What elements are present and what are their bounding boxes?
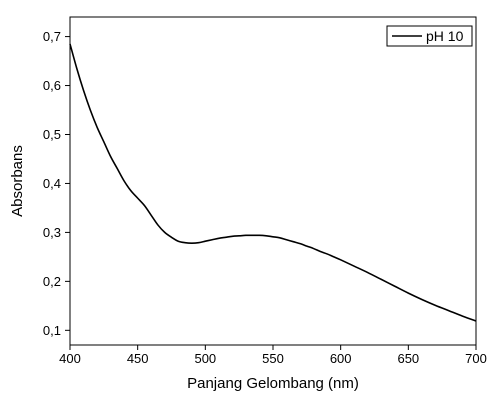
legend: pH 10 xyxy=(386,25,473,47)
y-tick-label: 0,2 xyxy=(43,274,61,289)
y-tick-label: 0,1 xyxy=(43,323,61,338)
legend-box xyxy=(386,25,473,47)
x-tick-label: 650 xyxy=(397,351,419,366)
y-tick-label: 0,6 xyxy=(43,78,61,93)
x-tick-label: 500 xyxy=(194,351,216,366)
y-tick-label: 0,4 xyxy=(43,176,61,191)
y-axis-label: Absorbans xyxy=(9,145,26,217)
x-tick-label: 600 xyxy=(330,351,352,366)
legend-label: pH 10 xyxy=(426,28,464,44)
y-tick-label: 0,7 xyxy=(43,29,61,44)
x-tick-label: 400 xyxy=(59,351,81,366)
x-axis-ticks: 400 450 500 550 600 650 700 xyxy=(59,345,487,366)
x-tick-label: 450 xyxy=(127,351,149,366)
y-tick-label: 0,3 xyxy=(43,225,61,240)
y-axis-ticks: 0,1 0,2 0,3 0,4 0,5 0,6 0,7 xyxy=(43,29,70,338)
x-tick-label: 700 xyxy=(465,351,487,366)
y-tick-label: 0,5 xyxy=(43,127,61,142)
x-axis-label: Panjang Gelombang (nm) xyxy=(187,375,359,392)
series-line-ph-10 xyxy=(69,43,477,322)
x-tick-label: 550 xyxy=(262,351,284,366)
